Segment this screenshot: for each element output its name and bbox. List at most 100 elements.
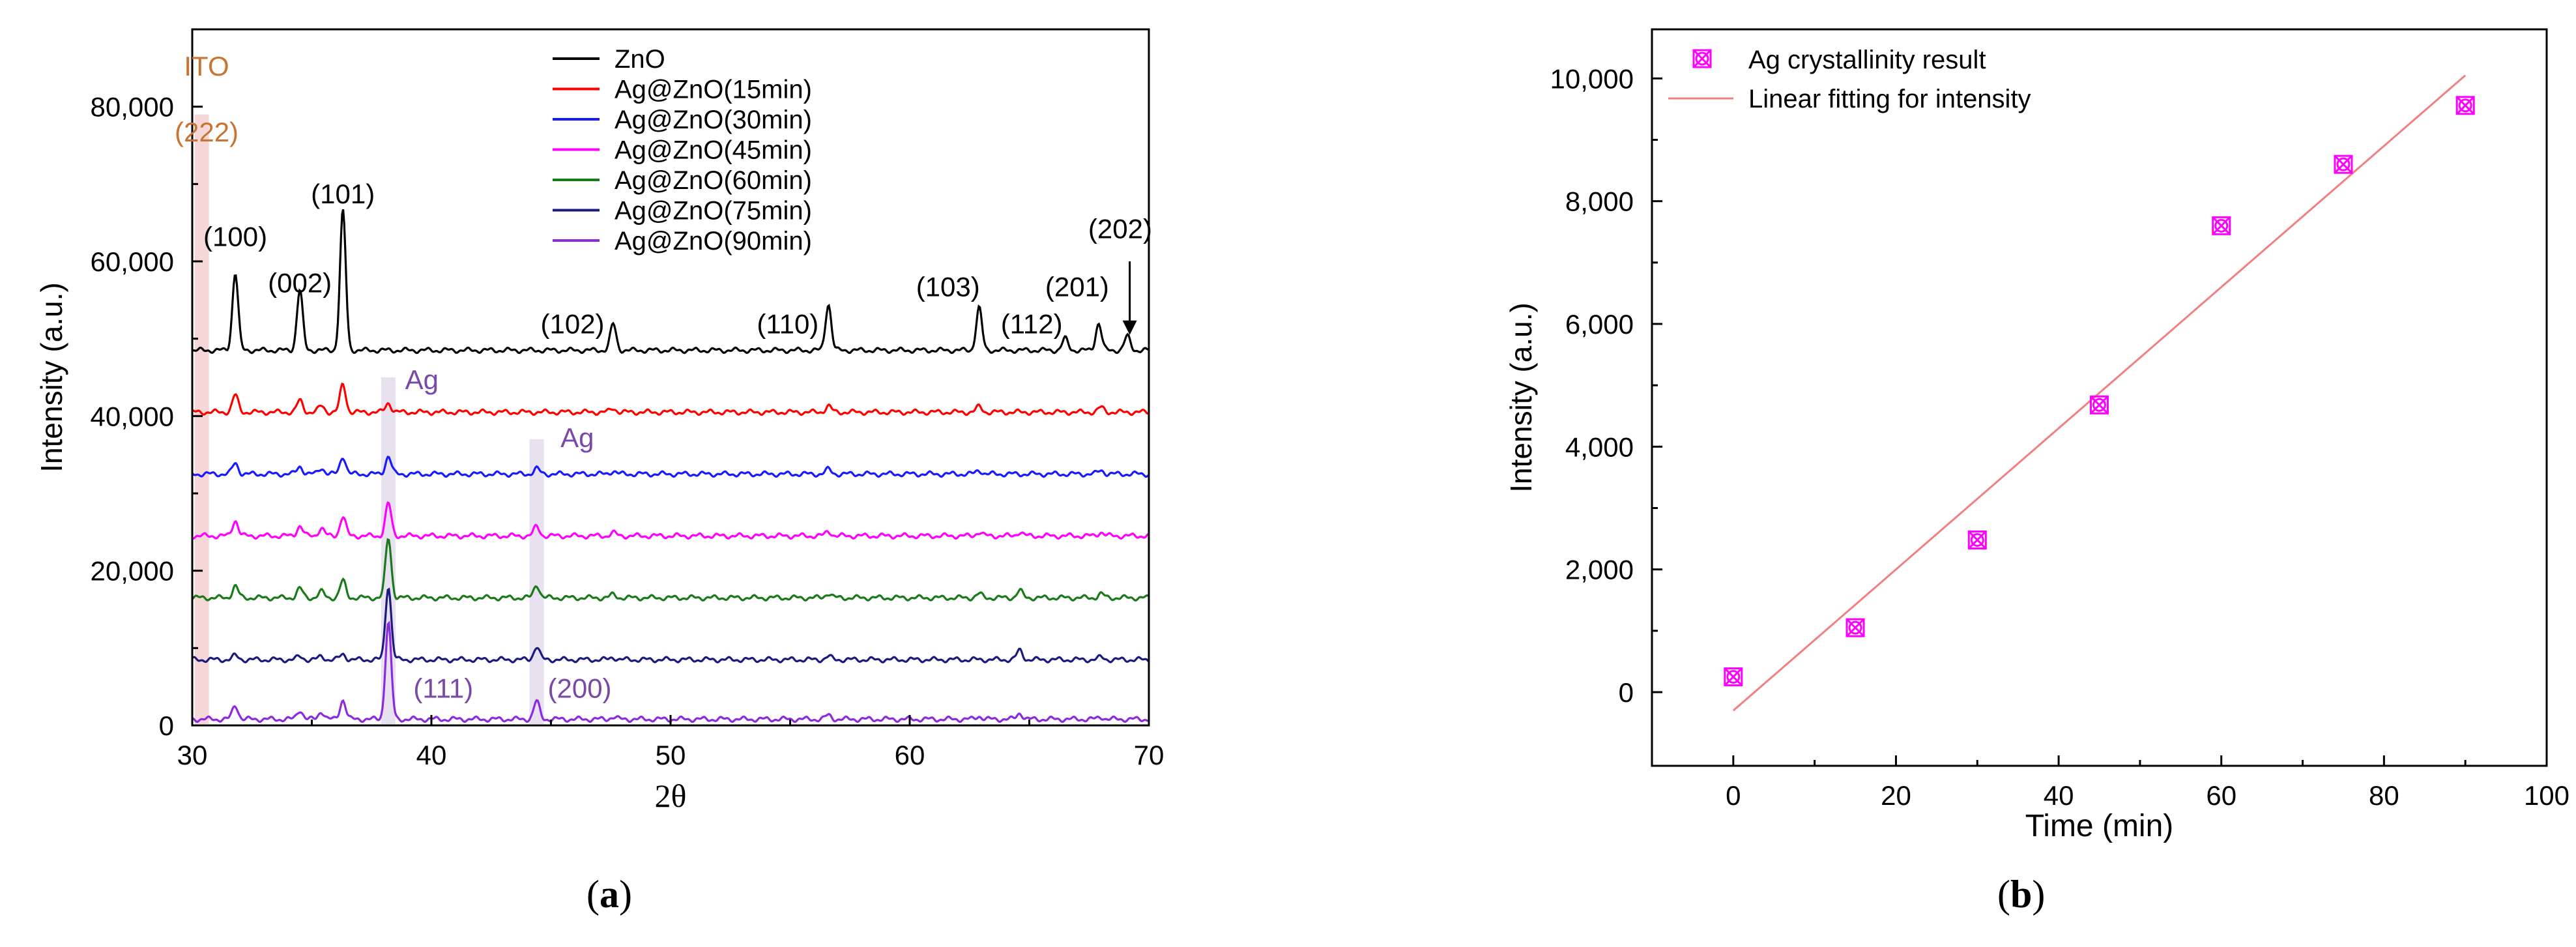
y-axis-label: Intensity (a.u.) [35,282,68,472]
legend-label-3: Ag@ZnO(45min) [615,136,812,165]
peak-label-9: (201) [1045,271,1109,302]
x-tick-label-5: 100 [2524,780,2569,811]
data-point-1-circle [1848,620,1862,635]
data-point-3-circle [2092,398,2106,412]
data-point-5 [2334,154,2353,174]
y-tick-label-4: 80,000 [91,92,174,123]
spectrum-line-5 [191,587,1150,664]
data-point-3-box [2090,395,2109,415]
data-point-6-circle [2458,98,2472,113]
spectrum-line-0 [192,209,1150,355]
spectrum-line-6 [192,620,1150,723]
peak-label-12: Ag [560,422,594,453]
data-point-0-circle [1726,669,1741,684]
data-point-0 [1724,667,1743,686]
y-tick-label-5: 10,000 [1550,63,1634,94]
plot-frame [1651,28,2548,767]
peak-label-13: (111) [413,673,473,703]
panel-b-chart: 0 20 40 60 80 100 0 2,000 4,000 6,000 8,000 10,000 T… [1504,28,2569,843]
legend-label-0: ZnO [615,45,665,74]
data-point-4-circle [2214,218,2229,233]
panel-a-chart: 30 40 50 60 70 0 20,000 40,000 60,000 80,000 2θ Int… [35,28,1165,814]
x-tick-label-4: 80 [2369,780,2399,811]
data-point-2-circle [1970,532,1984,547]
data-point-4-cross2 [2212,216,2231,235]
caption-a: (a) [586,873,632,916]
peak-label-11: Ag [405,364,439,395]
legend-label-0: Ag crystallinity result [1748,46,1986,74]
x-tick-label-2: 40 [2044,780,2074,811]
caption-b: (b) [1997,873,2046,916]
legend-label-5: Ag@ZnO(75min) [615,197,812,226]
peak-label-8: (112) [1001,308,1063,339]
data-point-3-cross2 [2090,396,2109,415]
y-tick-label-1: 20,000 [91,556,174,587]
peak-label-2: (100) [203,221,267,252]
x-tick-label-1: 20 [1881,780,1911,811]
spectrum-line-2 [191,456,1150,478]
legend-marker-box [1692,49,1712,68]
peak-label-6: (110) [757,308,818,339]
x-tick-label-3: 60 [895,740,925,770]
data-point-4 [2212,216,2231,235]
data-point-6-box [2455,96,2475,115]
y-tick-label-2: 4,000 [1565,431,1634,462]
peak-label-3: (002) [268,267,332,298]
arrow-head [1122,320,1137,335]
legend-marker [1692,49,1712,68]
y-tick-label-3: 6,000 [1565,309,1634,340]
peak-label-14: (200) [548,673,612,703]
data-point-3 [2090,395,2109,415]
peak-label-10: (202) [1088,213,1152,244]
legend-marker-circle [1695,51,1709,66]
highlight-band-0 [194,114,209,725]
y-tick-label-3: 60,000 [91,246,174,277]
data-point-2-box [1967,530,1987,549]
legend-label-2: Ag@ZnO(30min) [615,106,812,134]
legend-marker-cross2 [1692,49,1712,68]
data-point-5-circle [2336,157,2351,171]
fit-line [1732,74,2467,712]
x-tick-label-1: 40 [416,740,447,770]
y-tick-label-0: 0 [159,710,174,741]
peak-label-7: (103) [916,271,980,302]
x-tick-label-2: 50 [656,740,686,770]
data-point-2-cross2 [1968,531,1987,549]
y-tick-label-0: 0 [1619,677,1634,708]
highlight-band-2 [529,439,544,724]
x-axis-label: 2θ [655,778,687,814]
legend-label-6: Ag@ZnO(90min) [615,227,812,255]
x-tick-label-3: 60 [2206,780,2236,811]
highlight-band-1 [381,377,396,724]
data-point-5-box [2334,154,2353,174]
legend-label-1: Linear fitting for intensity [1748,85,2031,113]
y-axis-label: Intensity (a.u.) [1504,302,1538,492]
x-tick-label-0: 30 [177,740,208,770]
y-tick-label-2: 40,000 [91,401,174,431]
x-axis-label: Time (min) [2025,809,2174,843]
x-tick-label-0: 0 [1726,780,1741,811]
peak-label-1: (222) [175,117,239,147]
data-point-6 [2455,96,2475,115]
spectrum-line-1 [192,382,1150,416]
peak-label-0: ITO [184,51,229,81]
data-point-0-cross2 [1724,667,1743,686]
x-tick-label-4: 70 [1134,740,1165,770]
data-point-0-box [1724,667,1743,686]
data-point-5-cross2 [2334,155,2353,174]
data-point-2 [1967,530,1987,549]
data-point-1 [1845,618,1865,637]
peak-label-5: (102) [540,308,604,339]
spectrum-line-3 [192,501,1150,540]
y-tick-label-1: 2,000 [1565,555,1634,585]
legend-label-1: Ag@ZnO(15min) [615,76,812,104]
data-point-1-cross2 [1845,619,1865,637]
y-tick-label-4: 8,000 [1565,186,1634,217]
legend-label-4: Ag@ZnO(60min) [615,166,812,195]
spectrum-line-4 [191,538,1150,602]
data-point-6-cross2 [2456,96,2475,115]
data-point-1-box [1845,618,1865,637]
data-point-4-box [2212,216,2231,235]
peak-label-4: (101) [311,179,375,209]
